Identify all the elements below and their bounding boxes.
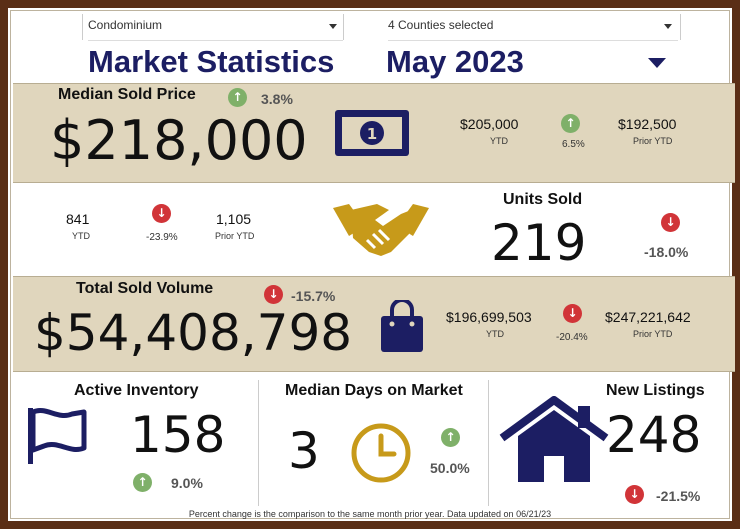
days-on-market-value: 3 [288, 422, 320, 480]
page-title: Market Statistics [88, 44, 335, 79]
units-sold-prior-ytd-label: Prior YTD [215, 231, 255, 241]
house-icon [499, 396, 609, 482]
property-type-dropdown[interactable]: Condominium [88, 18, 343, 41]
arrow-down-icon: ↓ [264, 285, 283, 304]
median-price-value: $218,000 [50, 109, 308, 172]
divider [343, 14, 344, 40]
counties-dropdown[interactable]: 4 Counties selected [388, 18, 678, 41]
new-listings-label: New Listings [606, 382, 705, 399]
chevron-down-icon [664, 24, 672, 29]
units-sold-change: -18.0% [644, 244, 689, 260]
total-volume-prior-ytd-value: $247,221,642 [605, 309, 691, 325]
chevron-down-icon [329, 24, 337, 29]
flag-icon [28, 408, 87, 464]
total-volume-ytd-label: YTD [486, 329, 504, 339]
units-sold-ytd-label: YTD [72, 231, 90, 241]
handshake-icon [333, 204, 429, 256]
median-price-prior-ytd-value: $192,500 [618, 116, 677, 132]
property-type-value: Condominium [88, 18, 163, 32]
arrow-down-icon: ↓ [625, 485, 644, 504]
units-sold-value: 219 [491, 214, 587, 272]
total-volume-ytd-change: -20.4% [556, 332, 588, 343]
arrow-up-icon: ↑ [441, 428, 460, 447]
median-price-ytd-value: $205,000 [460, 116, 519, 132]
median-price-ytd-label: YTD [490, 136, 508, 146]
median-price-band [13, 83, 735, 183]
svg-text:1: 1 [367, 125, 377, 143]
period-value: May 2023 [386, 44, 524, 79]
period-dropdown-caret-icon[interactable] [648, 58, 666, 68]
divider [680, 14, 681, 40]
total-volume-ytd-value: $196,699,503 [446, 309, 532, 325]
units-sold-ytd-change: -23.9% [146, 232, 178, 243]
shopping-bag-icon [381, 300, 423, 352]
arrow-up-icon: ↑ [228, 88, 247, 107]
median-price-prior-ytd-label: Prior YTD [633, 136, 673, 146]
active-inventory-value: 158 [130, 406, 226, 464]
arrow-down-icon: ↓ [563, 304, 582, 323]
median-price-label: Median Sold Price [58, 86, 196, 103]
active-inventory-label: Active Inventory [74, 382, 199, 399]
dashboard-inner [10, 10, 730, 519]
total-volume-label: Total Sold Volume [76, 280, 214, 297]
arrow-down-icon: ↓ [661, 213, 680, 232]
total-volume-band [13, 276, 735, 372]
days-on-market-label: Median Days on Market [285, 382, 463, 399]
arrow-down-icon: ↓ [152, 204, 171, 223]
divider [258, 380, 259, 506]
units-sold-prior-ytd-value: 1,105 [216, 211, 252, 227]
median-price-change: 3.8% [261, 91, 293, 107]
divider [488, 380, 489, 506]
median-price-ytd-change: 6.5% [562, 139, 585, 150]
counties-value: 4 Counties selected [388, 18, 494, 32]
new-listings-change: -21.5% [656, 488, 701, 504]
new-listings-value: 248 [606, 406, 702, 464]
total-volume-value: $54,408,798 [34, 304, 353, 362]
total-volume-change: -15.7% [291, 288, 336, 304]
units-sold-label: Units Sold [503, 191, 583, 208]
arrow-up-icon: ↑ [133, 473, 152, 492]
footer-note: Percent change is the comparison to the … [188, 509, 552, 519]
days-on-market-change: 50.0% [430, 460, 470, 476]
units-sold-ytd-value: 841 [66, 211, 90, 227]
divider [82, 14, 83, 40]
active-inventory-change: 9.0% [171, 475, 203, 491]
clock-icon [351, 423, 411, 483]
total-volume-prior-ytd-label: Prior YTD [633, 329, 673, 339]
dollar-bill-icon: 1 [335, 110, 409, 156]
arrow-up-icon: ↑ [561, 114, 580, 133]
